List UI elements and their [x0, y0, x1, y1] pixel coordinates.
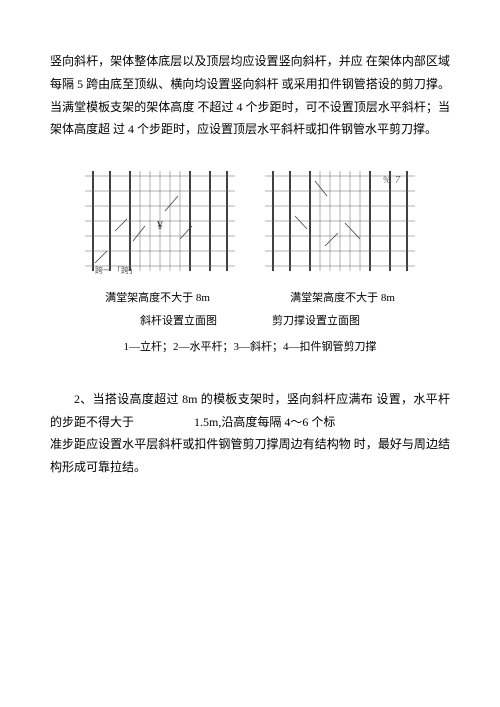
- sub-caption-left: 斜杆设置立面图: [140, 311, 217, 332]
- svg-text:跨一 「跨」: 跨一 「跨」: [95, 266, 137, 275]
- sub-captions-row: 斜杆设置立面图 剪刀撑设置立面图: [50, 311, 450, 332]
- paragraph-2-line2: 准步距应设置水平层斜杆或扣件钢管剪刀撑周边有结构物 时，最好与周边结构形成可靠拉…: [50, 433, 450, 479]
- diagrams-container: 跨一 「跨」¥ %7: [50, 171, 450, 276]
- captions-row: 满堂架高度不大于 8m 满堂架高度不大于 8m: [50, 288, 450, 309]
- main-paragraph: 竖向斜杆，架体整体底层以及顶层均应设置竖向斜杆，并应 在架体内部区域每隔 5 跨…: [50, 50, 450, 141]
- svg-text:7: 7: [395, 175, 401, 186]
- paragraph-2-line1: 2、当搭设高度超过 8m 的模板支架时，竖向斜杆应满布 设置，水平杆的步距不得大…: [50, 388, 450, 434]
- svg-text:%: %: [383, 175, 391, 185]
- diagram-left: 跨一 「跨」 ¥: [85, 171, 235, 276]
- sub-caption-right: 剪刀撑设置立面图: [272, 311, 360, 332]
- diagram-right: %7: [265, 171, 415, 276]
- caption-left: 满堂架高度不大于 8m: [75, 288, 240, 309]
- legend: 1—立杆；2—水平杆；3—斜杆；4—扣件钢管剪刀撑: [50, 337, 450, 358]
- caption-right: 满堂架高度不大于 8m: [260, 288, 425, 309]
- svg-text:¥: ¥: [157, 218, 163, 232]
